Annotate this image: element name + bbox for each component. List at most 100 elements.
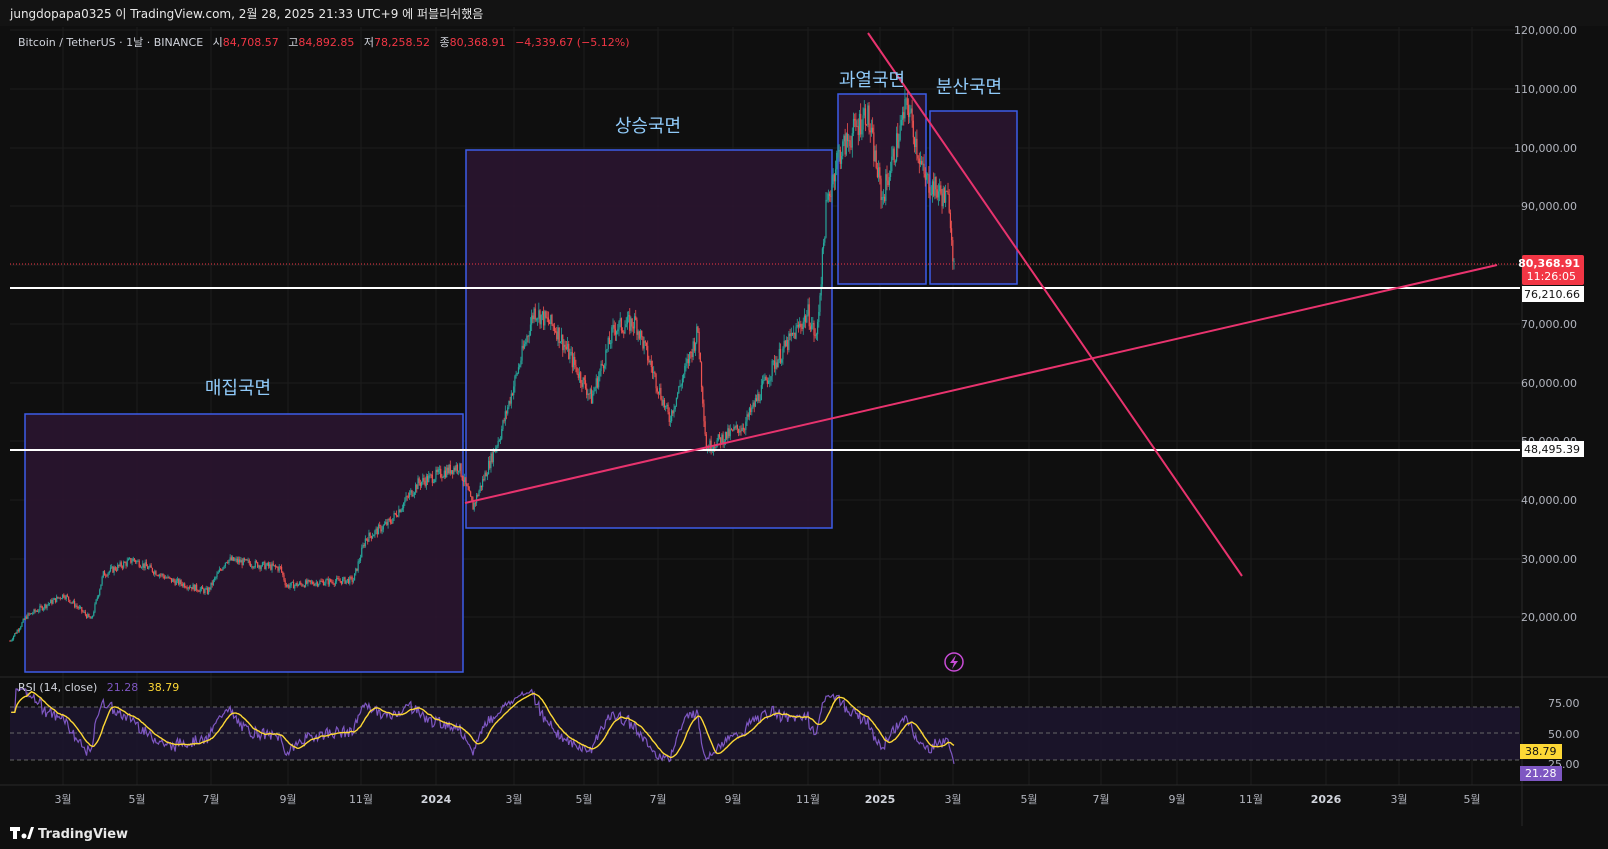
candle-body: [665, 405, 667, 408]
candle-body: [805, 315, 807, 323]
candle-body: [310, 581, 313, 583]
candle-body: [761, 380, 764, 386]
candle-body: [66, 595, 69, 597]
resistance-trendline[interactable]: [867, 32, 1243, 577]
candle-body: [328, 579, 331, 585]
candle-body: [867, 105, 869, 125]
candle-body: [458, 470, 460, 472]
time-label: 7월: [202, 793, 219, 806]
candle-body: [778, 348, 780, 360]
support-trendline[interactable]: [464, 264, 1498, 504]
candle-body: [209, 587, 211, 590]
candle-body: [787, 340, 789, 351]
candle-body: [9, 640, 11, 642]
candle-body: [888, 177, 890, 186]
candle-body: [815, 334, 818, 336]
lightning-icon[interactable]: [944, 652, 964, 672]
candle-body: [934, 176, 936, 196]
time-label: 2025: [865, 793, 896, 806]
candle-body: [614, 328, 617, 335]
candle-body: [747, 414, 749, 417]
candle-body: [722, 434, 724, 445]
candle-body: [94, 603, 96, 613]
candle-body: [405, 496, 407, 501]
candle-body: [294, 585, 296, 589]
candle-body: [895, 133, 898, 162]
candle-body: [337, 577, 339, 579]
candle-body: [266, 562, 268, 566]
candle-body: [654, 372, 656, 375]
rsi-pane[interactable]: RSI (14, close) 21.28 38.79 75.00 50.00 …: [0, 676, 1608, 781]
candle-body: [856, 126, 858, 128]
candle-body: [395, 513, 398, 517]
candle-body: [264, 561, 266, 570]
candle-body: [112, 566, 114, 573]
candle-body: [81, 607, 83, 612]
candle-body: [903, 112, 905, 119]
candle-body: [151, 568, 153, 572]
candle-body: [314, 583, 316, 586]
candle-body: [170, 578, 173, 582]
candle-body: [952, 240, 954, 262]
candle-body: [234, 559, 236, 561]
candle-body: [58, 597, 60, 599]
candle-body: [590, 389, 593, 404]
candle-body: [208, 587, 210, 594]
candle-body: [65, 595, 67, 599]
candle-body: [41, 606, 43, 611]
candle-body: [602, 365, 605, 369]
candle-body: [327, 579, 329, 585]
candle-body: [741, 427, 743, 432]
candle-body: [50, 599, 52, 604]
zone-overheat[interactable]: [837, 93, 927, 285]
candle-body: [117, 564, 119, 571]
candle-body: [118, 564, 120, 566]
candle-body: [668, 412, 670, 422]
candle-body: [352, 580, 354, 582]
candle-body: [916, 138, 918, 156]
time-axis[interactable]: 3월 5월 7월 9월 11월 2024 3월 5월 7월 9월 11월 202…: [0, 784, 1608, 806]
candle-body: [537, 318, 539, 320]
candle-body: [431, 474, 433, 483]
price-axis[interactable]: 120,000.00 110,000.00 100,000.00 90,000.…: [1514, 24, 1584, 826]
candle-body: [135, 560, 137, 563]
candle-body: [33, 609, 35, 614]
candle-body: [806, 314, 808, 323]
candle-body: [71, 602, 73, 604]
candle-body: [817, 322, 819, 335]
candle-body: [225, 562, 228, 563]
zone-accumulation[interactable]: [24, 413, 464, 673]
candle-body: [516, 373, 518, 375]
candle-body: [788, 333, 790, 351]
candle-body: [541, 311, 544, 315]
candle-body: [819, 295, 821, 312]
candle-body: [377, 525, 380, 535]
candle-body: [192, 584, 194, 590]
candle-body: [198, 591, 200, 593]
candle-body: [265, 565, 267, 570]
rsi-ma-value: 38.79: [148, 681, 180, 694]
candle-body: [763, 379, 765, 381]
candle-body: [800, 323, 802, 328]
candle-body: [446, 467, 448, 478]
candle-body: [928, 174, 930, 193]
candle-body: [163, 576, 165, 579]
candle-body: [818, 311, 820, 323]
zone-markup[interactable]: [465, 149, 833, 529]
candle-body: [236, 558, 238, 563]
candle-body: [613, 324, 615, 329]
candle-body: [17, 630, 19, 631]
candle-body: [777, 359, 779, 368]
candle-body: [712, 446, 715, 451]
candle-body: [47, 603, 49, 605]
symbol-legend[interactable]: Bitcoin / TetherUS · 1날 · BINANCE 시84,70…: [18, 36, 630, 49]
candle-body: [869, 130, 871, 133]
candle-body: [309, 580, 311, 582]
candle-body: [791, 332, 794, 335]
candle-body: [534, 308, 536, 320]
candle-body: [659, 387, 661, 394]
tradingview-logo-icon[interactable]: [10, 827, 34, 839]
candle-body: [767, 380, 770, 384]
candle-body: [905, 98, 907, 100]
